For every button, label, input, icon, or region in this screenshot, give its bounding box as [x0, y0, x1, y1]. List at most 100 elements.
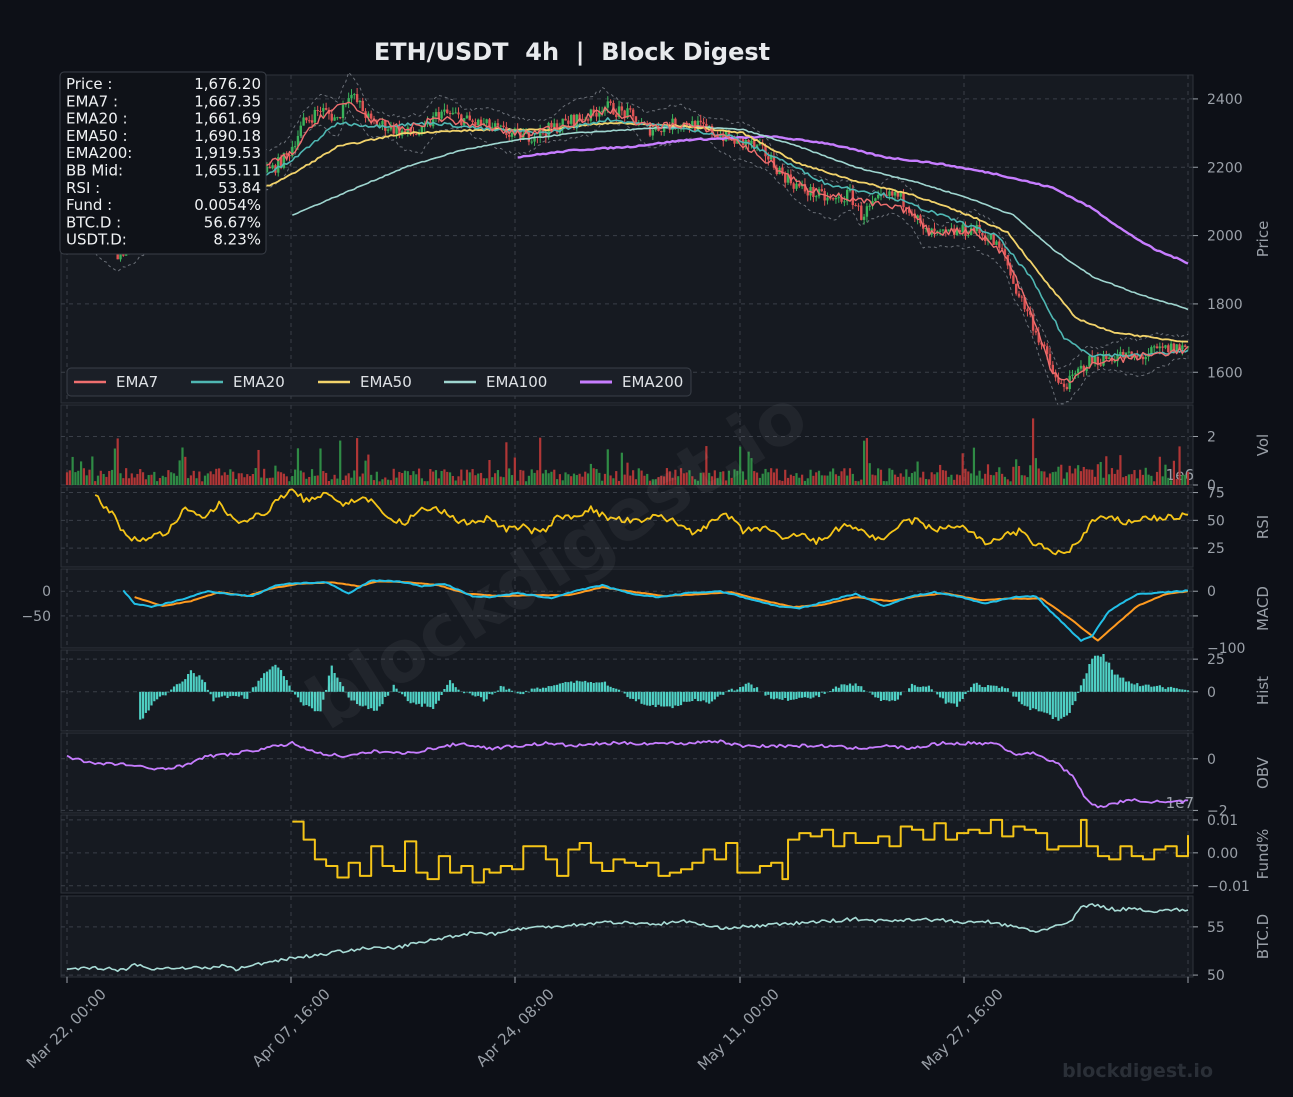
hist-bar — [786, 691, 790, 701]
hist-bar — [1147, 684, 1150, 692]
volume-bar — [809, 469, 812, 485]
volume-bar — [243, 477, 246, 485]
macd-line — [122, 579, 1189, 642]
volume-bar — [1127, 474, 1130, 485]
candle-body — [350, 94, 353, 99]
volume-bar — [739, 446, 742, 485]
volume-bar — [536, 470, 539, 485]
hist-bar — [525, 690, 528, 692]
candle-body — [984, 235, 987, 242]
hist-bar — [809, 691, 812, 699]
candle-body — [572, 114, 576, 127]
candle-body — [702, 122, 705, 124]
volume-bar — [896, 476, 899, 485]
volume-bar — [282, 473, 285, 485]
volume-bar — [663, 476, 666, 485]
candle-body — [496, 123, 500, 126]
volume-bar — [378, 481, 381, 485]
candle-body — [395, 126, 398, 134]
volume-bar — [682, 473, 685, 485]
volume-bar — [984, 473, 987, 485]
hist-bar — [1023, 691, 1026, 706]
hist-bar — [1124, 681, 1128, 692]
volume-bar — [471, 469, 474, 485]
candle-body — [1048, 353, 1052, 365]
hist-bar — [606, 685, 609, 692]
hist-bar — [150, 691, 153, 706]
candle-body — [1183, 345, 1187, 347]
tick-label-vol-1: 2 — [1207, 430, 1216, 446]
candle-body — [786, 174, 790, 183]
volume-bar — [136, 473, 139, 485]
volume-bar — [617, 480, 621, 485]
hist-bar — [1082, 678, 1085, 692]
hist-bar — [412, 691, 415, 703]
info-value-3: 1,690.18 — [194, 127, 261, 145]
hist-bar — [733, 690, 736, 692]
volume-bar — [530, 469, 533, 485]
volume-bar — [198, 471, 201, 485]
volume-bar — [634, 479, 638, 485]
candle-body — [1079, 365, 1083, 369]
candle-body — [1178, 344, 1181, 350]
volume-bar — [339, 440, 342, 485]
hist-bar — [201, 679, 204, 692]
candle-body — [589, 109, 593, 121]
candle-body — [733, 137, 736, 144]
volume-bar — [665, 468, 669, 485]
volume-bar — [1026, 477, 1029, 485]
hist-bar — [237, 691, 240, 697]
hist-bar — [415, 691, 418, 705]
volume-bar — [927, 479, 930, 485]
hist-bar — [781, 691, 784, 700]
candle-body — [412, 133, 415, 135]
panel-hist: 25 0 Hist — [60, 649, 1272, 732]
candle-body — [578, 114, 581, 119]
volume-bar — [358, 476, 362, 485]
volume-bar — [989, 474, 992, 485]
candle-body — [1054, 373, 1057, 378]
candle-body — [569, 114, 573, 124]
hist-bar — [440, 691, 443, 696]
hist-bar — [975, 682, 978, 692]
legend-label-ema20: EMA20 — [233, 373, 285, 391]
hist-bar — [437, 691, 440, 701]
volume-bar — [215, 468, 218, 485]
volume-bar — [702, 472, 705, 485]
candle-body — [989, 234, 993, 240]
candle-body — [493, 123, 497, 127]
hist-bar — [1054, 691, 1057, 718]
volume-bar — [170, 472, 173, 485]
volume-bar — [803, 480, 807, 485]
candle-body — [296, 135, 300, 147]
hist-bar — [924, 686, 928, 692]
hist-bar — [246, 691, 249, 699]
volume-bar — [519, 469, 522, 485]
hist-bar — [572, 682, 576, 692]
hist-bar — [285, 680, 288, 692]
volume-bar — [541, 473, 545, 485]
hist-bar — [778, 691, 781, 700]
volume-bar — [764, 468, 767, 485]
volume-bar — [356, 438, 359, 485]
candle-body — [279, 157, 283, 168]
hist-bar — [967, 690, 970, 692]
volume-bar — [733, 469, 736, 485]
candle-body — [896, 191, 900, 197]
candle-body — [1000, 247, 1004, 250]
hist-bar — [750, 684, 753, 692]
candle-body — [941, 229, 945, 231]
volume-bar — [544, 469, 547, 485]
hist-bar — [141, 691, 145, 719]
volume-bar — [1093, 476, 1097, 485]
volume-bar — [263, 468, 266, 485]
hist-bar — [370, 691, 373, 709]
volume-bar — [105, 476, 108, 485]
volume-bar — [330, 479, 333, 485]
hist-bar — [1144, 684, 1147, 692]
volume-bar — [65, 472, 69, 485]
volume-bar — [1020, 475, 1023, 485]
candle-body — [936, 230, 939, 232]
volume-bar — [646, 473, 649, 485]
volume-bar — [910, 473, 914, 485]
